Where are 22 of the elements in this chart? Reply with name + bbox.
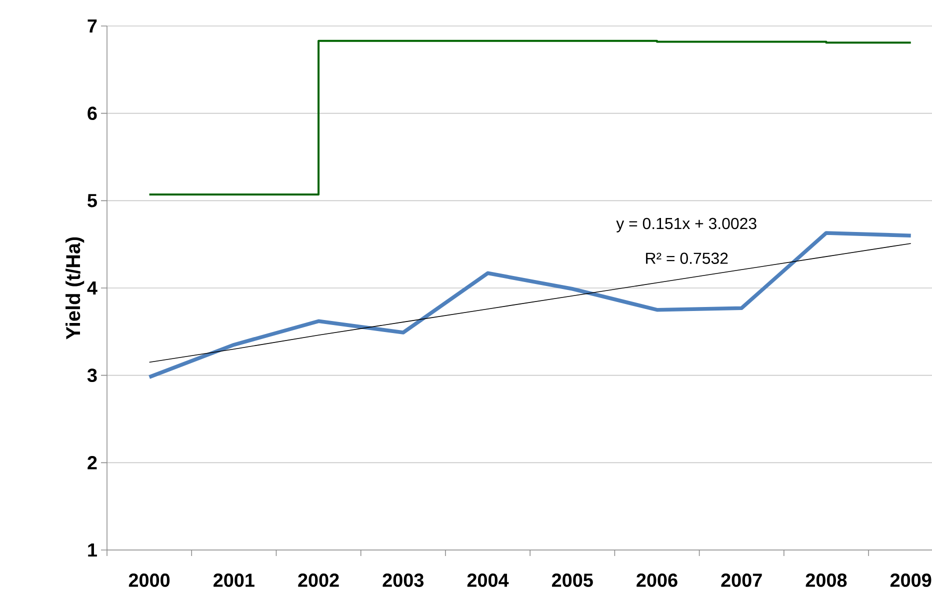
line-series bbox=[148, 243, 912, 363]
y-axis-title: Yield (t/Ha) bbox=[66, 237, 84, 340]
annotation: R² = 0.7532 bbox=[646, 252, 728, 264]
x-tick-label: 2005 bbox=[552, 574, 593, 587]
x-tick-label: 2006 bbox=[636, 574, 678, 587]
y-tick-label: 7 bbox=[88, 19, 97, 33]
x-tick-label: 2007 bbox=[721, 574, 762, 587]
x-tick-label: 2003 bbox=[382, 574, 424, 587]
x-tick-label: 2000 bbox=[128, 574, 170, 587]
y-tick-label: 5 bbox=[88, 194, 97, 208]
y-tick-label: 4 bbox=[87, 281, 98, 295]
y-tick-label: 3 bbox=[87, 368, 97, 382]
y-tick-label: 6 bbox=[88, 106, 97, 120]
x-tick-label: 2002 bbox=[298, 574, 339, 587]
x-tick-label: 2001 bbox=[214, 574, 254, 587]
x-tick-label: 2009 bbox=[890, 574, 932, 587]
line-series bbox=[147, 231, 913, 379]
x-tick-label: 2008 bbox=[806, 574, 847, 587]
y-tick-label: 2 bbox=[88, 456, 97, 470]
annotation: y = 0.151x + 3.0023 bbox=[616, 218, 756, 232]
y-tick-label: 1 bbox=[88, 543, 97, 557]
x-tick-label: 2004 bbox=[467, 574, 509, 587]
